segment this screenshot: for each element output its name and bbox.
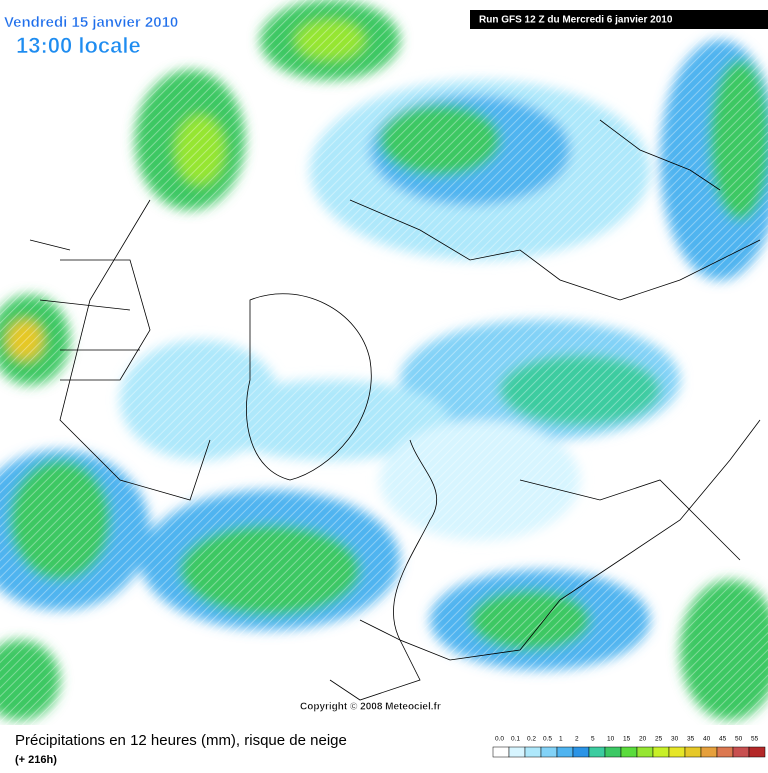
legend-label: 1 [559, 736, 563, 743]
copyright: Copyright © 2008 Meteociel.fr [300, 702, 441, 713]
legend-swatch [684, 746, 702, 758]
legend-label: 10 [607, 736, 615, 743]
legend: 0.0 0.1 0.2 0.5 1 2 5 10 15 20 25 30 35 40 45 50 55 [492, 736, 766, 758]
forecast-date: Vendredi 15 janvier 2010 [4, 14, 178, 31]
run-box [470, 10, 768, 29]
legend-swatch [556, 746, 574, 758]
legend-label: 0.0 [495, 736, 504, 743]
legend-label: 15 [623, 736, 631, 743]
legend-swatch [588, 746, 606, 758]
legend-label: 35 [687, 736, 695, 743]
legend-swatch [492, 746, 510, 758]
snow-hatching [0, 0, 768, 725]
legend-swatch [748, 746, 766, 758]
legend-swatch [716, 746, 734, 758]
legend-label: 30 [671, 736, 679, 743]
legend-label: 55 [751, 736, 759, 743]
legend-label: 0.5 [543, 736, 552, 743]
legend-swatch [668, 746, 686, 758]
legend-swatch [572, 746, 590, 758]
legend-swatch [524, 746, 542, 758]
coastlines [29, 119, 761, 701]
legend-swatch [508, 746, 526, 758]
legend-label: 40 [703, 736, 711, 743]
footer-title: Précipitations en 12 heures (mm), risque… [15, 732, 347, 749]
legend-label: 45 [719, 736, 727, 743]
footer-lead: (+ 216h) [15, 754, 57, 766]
legend-swatch [732, 746, 750, 758]
legend-swatch [636, 746, 654, 758]
legend-swatch [540, 746, 558, 758]
forecast-time: 13:00 locale [16, 33, 141, 58]
legend-swatch [620, 746, 638, 758]
footer-band [0, 725, 768, 768]
legend-label: 0.2 [527, 736, 536, 743]
legend-label: 25 [655, 736, 663, 743]
legend-swatch [604, 746, 622, 758]
run-info: Run GFS 12 Z du Mercredi 6 janvier 2010 [479, 15, 673, 26]
legend-label: 20 [639, 736, 647, 743]
legend-label: 2 [575, 736, 579, 743]
legend-swatch [700, 746, 718, 758]
legend-label: 5 [591, 736, 595, 743]
legend-swatch [652, 746, 670, 758]
legend-label: 0.1 [511, 736, 520, 743]
legend-label: 50 [735, 736, 743, 743]
